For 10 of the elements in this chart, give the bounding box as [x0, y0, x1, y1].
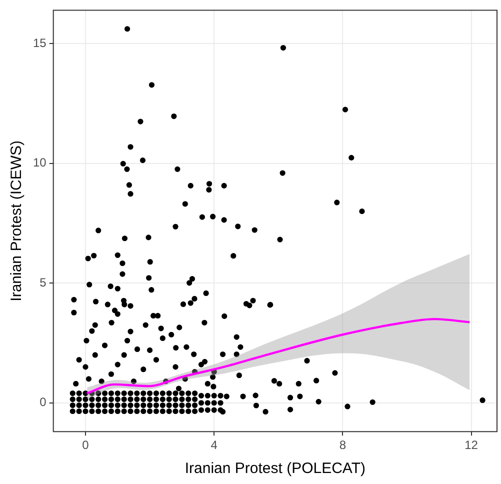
x-tick-label: 12 [464, 438, 478, 452]
y-tick-label: 5 [40, 275, 47, 290]
y-axis-title: Iranian Protest (ICEWS) [8, 140, 26, 302]
x-tick-label: 4 [210, 438, 218, 452]
y-tick-label: 0 [40, 395, 47, 410]
x-axis-title: Iranian Protest (POLECAT) [184, 460, 366, 478]
y-tick-label: 15 [32, 36, 47, 50]
x-tick-label: 0 [82, 438, 90, 452]
x-tick-label: 8 [339, 438, 346, 452]
y-tick-label: 10 [32, 156, 47, 170]
